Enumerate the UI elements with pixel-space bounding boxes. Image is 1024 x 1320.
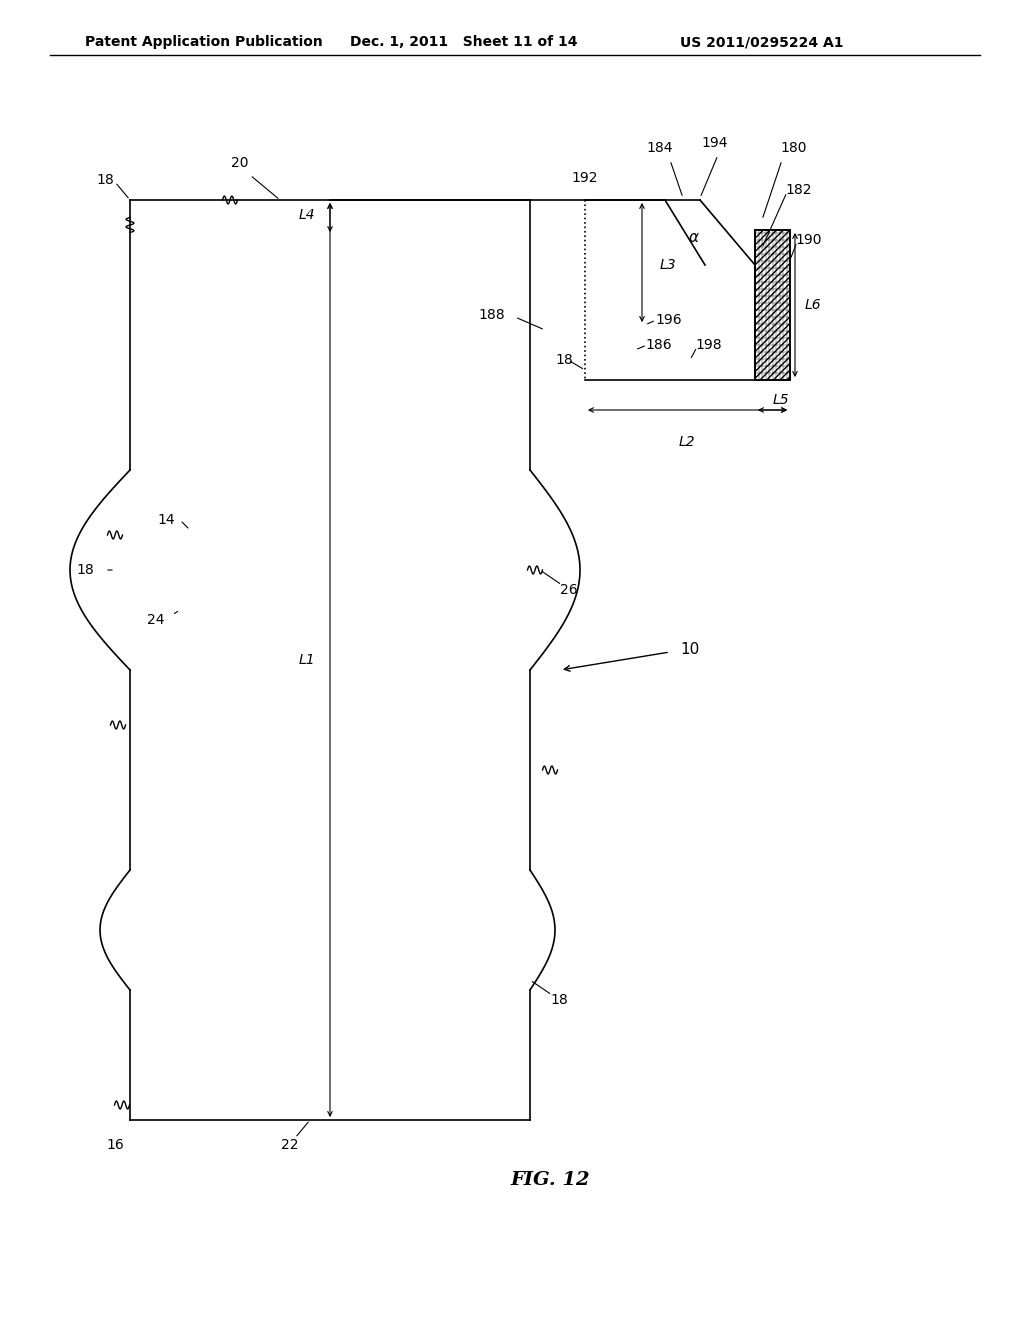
Text: 192: 192 [571, 172, 598, 185]
Text: US 2011/0295224 A1: US 2011/0295224 A1 [680, 36, 844, 49]
Text: 180: 180 [780, 141, 807, 154]
Bar [755, 230, 790, 380]
Text: 186: 186 [645, 338, 672, 352]
Text: L4: L4 [298, 209, 315, 222]
Text: 24: 24 [147, 612, 165, 627]
Text: L5: L5 [773, 393, 790, 407]
Text: 196: 196 [655, 313, 682, 327]
Text: L1: L1 [298, 653, 315, 667]
Text: 16: 16 [106, 1138, 124, 1152]
Text: 182: 182 [785, 183, 811, 197]
Text: 18: 18 [555, 352, 572, 367]
Text: L2: L2 [679, 436, 695, 449]
Text: FIG. 12: FIG. 12 [510, 1171, 590, 1189]
Text: 18: 18 [550, 993, 567, 1007]
Text: Dec. 1, 2011   Sheet 11 of 14: Dec. 1, 2011 Sheet 11 of 14 [350, 36, 578, 49]
Text: 22: 22 [282, 1138, 299, 1152]
Text: L3: L3 [660, 257, 677, 272]
Text: 14: 14 [158, 513, 175, 527]
Text: 198: 198 [695, 338, 722, 352]
Text: 10: 10 [680, 643, 699, 657]
Text: 26: 26 [560, 583, 578, 597]
Text: 18: 18 [76, 564, 94, 577]
Text: $\alpha$: $\alpha$ [688, 231, 699, 246]
Text: 18: 18 [96, 173, 114, 187]
Text: 194: 194 [701, 136, 728, 150]
Text: 184: 184 [647, 141, 673, 154]
Text: 20: 20 [231, 156, 249, 170]
Text: 188: 188 [478, 308, 505, 322]
Text: L6: L6 [805, 298, 821, 312]
Text: Patent Application Publication: Patent Application Publication [85, 36, 323, 49]
Text: 190: 190 [795, 234, 821, 247]
